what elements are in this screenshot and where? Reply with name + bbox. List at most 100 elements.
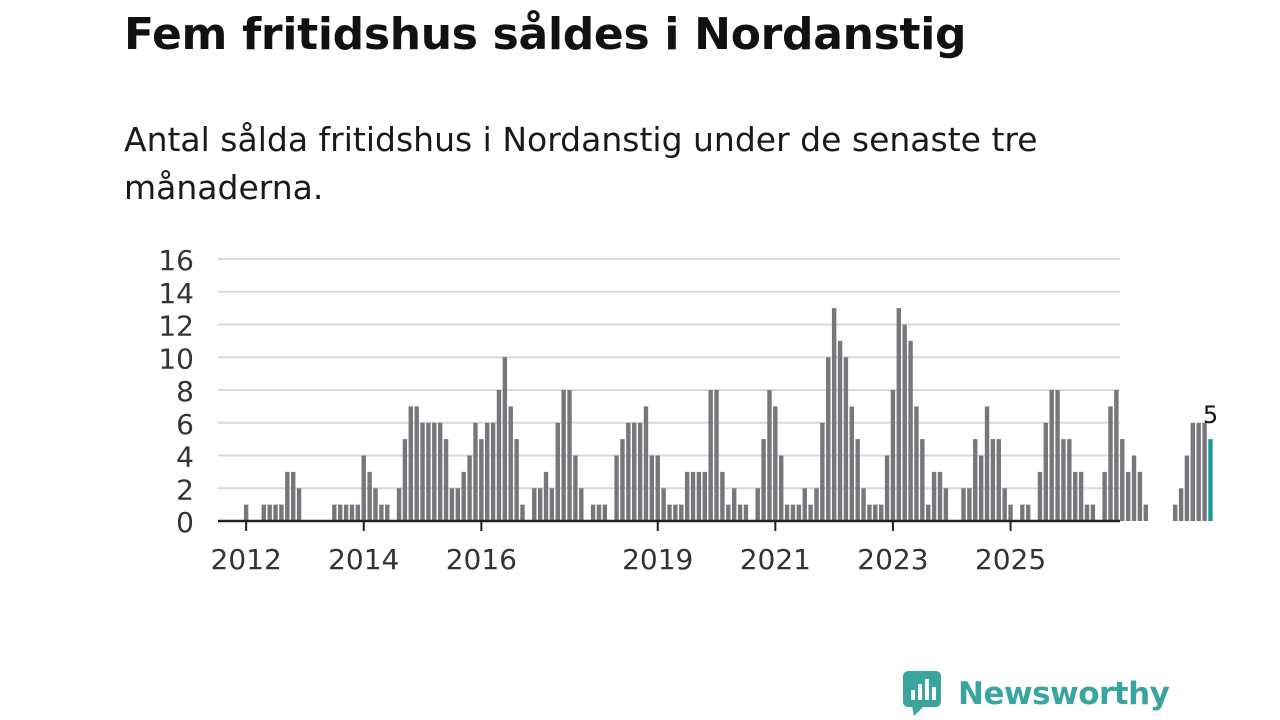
bar (843, 357, 849, 521)
bar (408, 406, 413, 521)
bar (1002, 488, 1007, 521)
y-tick-label: 0 (176, 506, 194, 539)
bar (632, 422, 637, 521)
bar (1114, 390, 1119, 521)
bar (1043, 422, 1049, 521)
bar (243, 504, 249, 521)
bar (926, 504, 931, 521)
y-tick-label: 16 (158, 244, 194, 277)
bar (908, 340, 913, 521)
bar (537, 488, 543, 521)
bar (1202, 422, 1207, 521)
bar (649, 455, 655, 521)
bar (1178, 488, 1184, 521)
bar (984, 406, 990, 521)
bar (502, 357, 508, 521)
bar (1020, 504, 1025, 521)
bar (414, 406, 419, 521)
bar (1108, 406, 1113, 521)
bar (708, 390, 713, 521)
bar (279, 504, 284, 521)
bar (943, 488, 949, 521)
bar (285, 471, 290, 521)
bar (437, 422, 443, 521)
x-tick-label: 2023 (857, 543, 928, 576)
bar (485, 422, 490, 521)
bar (496, 390, 502, 521)
bar (349, 504, 355, 521)
bar (1090, 504, 1096, 521)
bar (579, 488, 584, 521)
bar (461, 471, 466, 521)
bar (1008, 504, 1013, 521)
bar (373, 488, 378, 521)
bar (773, 406, 778, 521)
bar (532, 488, 537, 521)
y-tick-label: 10 (158, 342, 194, 375)
gridlines (218, 258, 1120, 490)
bar (1137, 471, 1143, 521)
x-tick-label: 2012 (211, 543, 282, 576)
y-tick-label: 2 (176, 473, 194, 506)
bar (931, 471, 937, 521)
bar (555, 422, 560, 521)
bar (996, 439, 1001, 521)
bar (737, 504, 743, 521)
brand-logo: Newsworthy (902, 670, 1170, 718)
bar (814, 488, 819, 521)
bar (673, 504, 678, 521)
bar (702, 471, 707, 521)
bar (361, 455, 366, 521)
bar (867, 504, 872, 521)
x-axis: 2012 2014 2016 2019 2021 2023 2025 (211, 519, 1120, 576)
bar (990, 439, 996, 521)
bar (1131, 455, 1137, 521)
bar (1067, 439, 1072, 521)
bar (385, 504, 390, 521)
bar (1190, 422, 1196, 521)
bar (396, 488, 402, 521)
bar (661, 488, 666, 521)
bar (937, 471, 943, 521)
bar (690, 471, 696, 521)
x-tick-label: 2025 (975, 543, 1046, 576)
bar (873, 504, 878, 521)
latest-value-label: 5 (1203, 401, 1218, 429)
bar (296, 488, 302, 521)
chart-subtitle: Antal sålda fritidshus i Nordanstig unde… (124, 120, 1038, 207)
y-tick-label: 6 (176, 408, 194, 441)
bar (679, 504, 684, 521)
bar (355, 504, 361, 521)
bar (820, 422, 825, 521)
bar (779, 455, 784, 521)
bar (443, 439, 449, 521)
bar (796, 504, 802, 521)
bar (614, 455, 619, 521)
bar (473, 422, 478, 521)
x-tick-label: 2021 (740, 543, 811, 576)
annotations: 5 (1203, 401, 1218, 429)
bar (896, 308, 902, 521)
x-tick-label: 2019 (622, 543, 693, 576)
bar (379, 504, 384, 521)
bar (1037, 471, 1043, 521)
bar (731, 488, 737, 521)
bar (920, 439, 925, 521)
bar (508, 406, 513, 521)
bar (338, 504, 343, 521)
bar (655, 455, 660, 521)
bar (1078, 471, 1084, 521)
bar (784, 504, 790, 521)
bar (449, 488, 455, 521)
bar (667, 504, 672, 521)
bar-latest (1208, 439, 1213, 521)
bar (914, 406, 919, 521)
bar (1061, 439, 1066, 521)
bar (861, 488, 866, 521)
bar (561, 390, 566, 521)
bars (243, 308, 1213, 521)
chart-title: Fem fritidshus såldes i Nordanstig (124, 9, 967, 60)
bar (1125, 471, 1131, 521)
bar (543, 471, 549, 521)
bar (1196, 422, 1201, 521)
